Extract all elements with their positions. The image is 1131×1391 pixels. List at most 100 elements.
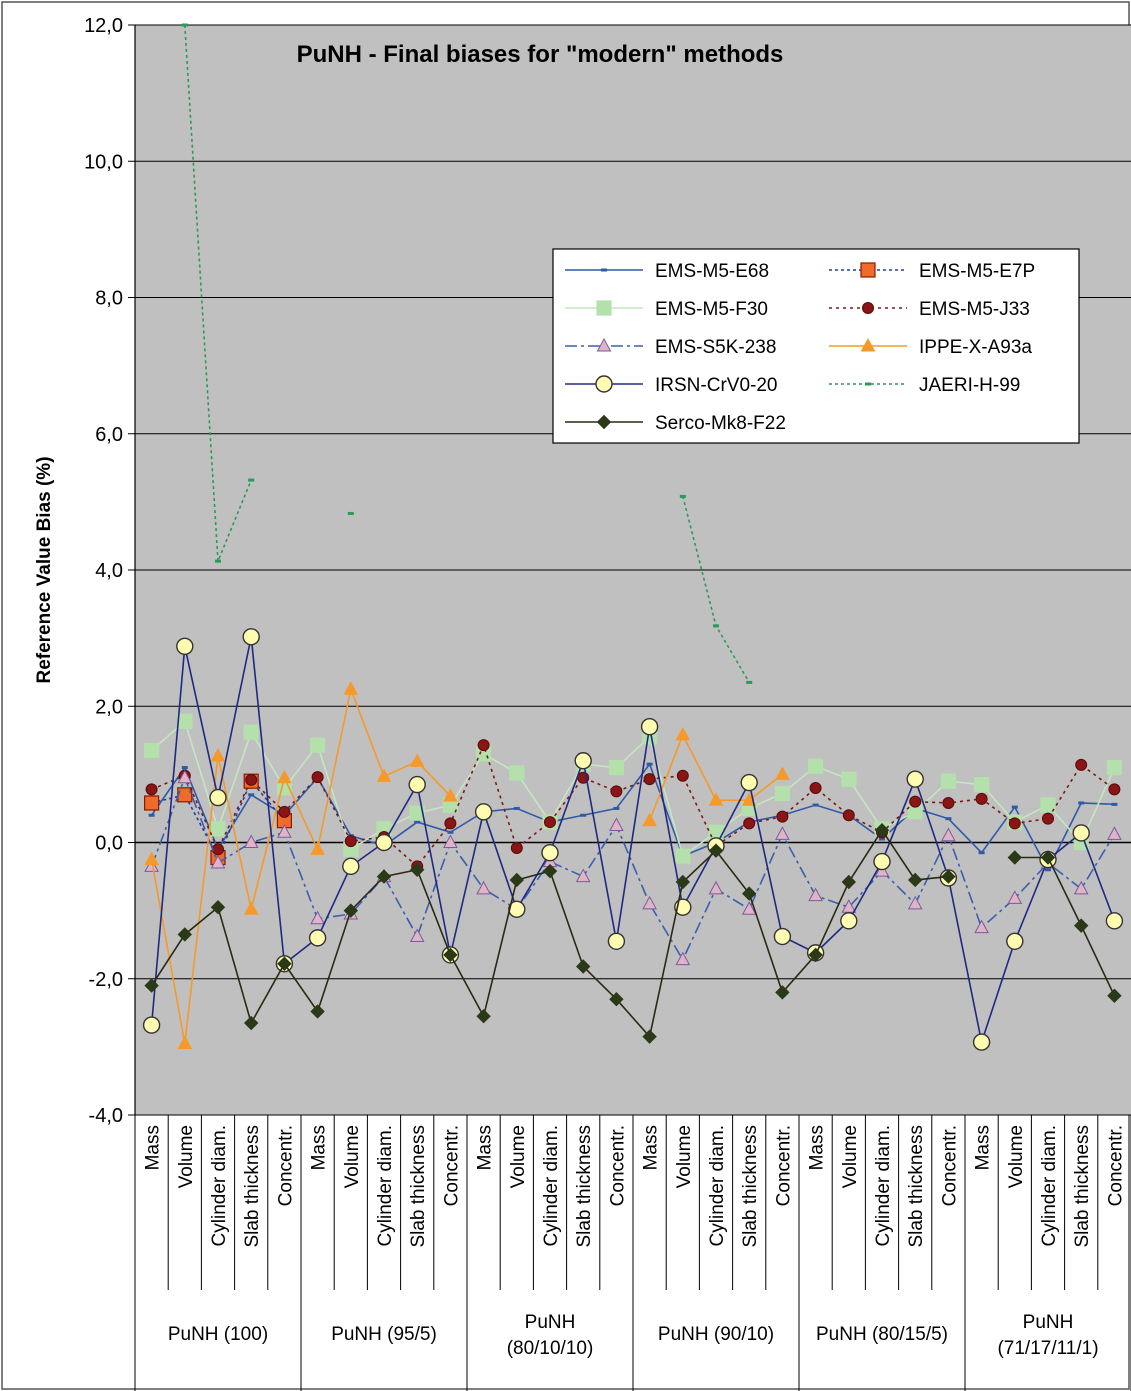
x-category-label: Cylinder diam. — [541, 1125, 562, 1246]
legend-label: EMS-M5-F30 — [655, 299, 768, 320]
data-point — [1007, 850, 1023, 865]
data-point — [278, 805, 291, 818]
data-point — [542, 863, 558, 879]
data-point — [513, 806, 520, 810]
data-point — [144, 851, 159, 866]
x-group-label: PuNH (80/15/5) — [816, 1324, 948, 1345]
data-point — [607, 932, 626, 950]
x-category-label: Slab thickness — [906, 1125, 927, 1248]
data-point — [177, 769, 193, 784]
data-point — [510, 841, 523, 854]
data-point — [609, 817, 624, 831]
data-point — [376, 869, 392, 884]
y-axis-label: Reference Value Bias (%) — [34, 456, 55, 683]
data-point — [841, 874, 857, 890]
data-point — [743, 817, 756, 830]
data-point — [741, 901, 757, 915]
data-point — [595, 375, 613, 393]
data-point — [675, 874, 691, 890]
data-point — [841, 771, 857, 787]
x-group-label: PuNH (71/17/11/1) — [997, 1312, 1098, 1359]
data-point — [277, 956, 292, 971]
data-point — [242, 628, 260, 646]
data-point — [708, 843, 724, 858]
data-point — [177, 1035, 193, 1049]
data-point — [144, 858, 159, 872]
data-point — [708, 880, 724, 895]
data-point — [177, 927, 193, 942]
data-point — [945, 817, 952, 821]
data-point — [409, 805, 425, 821]
data-point — [642, 812, 657, 827]
data-point — [907, 895, 923, 910]
data-point — [1008, 817, 1021, 830]
legend-item: EMS-S5K-238 — [565, 337, 776, 358]
data-point — [243, 724, 259, 740]
data-point — [1075, 758, 1088, 771]
x-group-label: PuNH (90/10) — [658, 1324, 774, 1345]
series-line — [1014, 856, 1116, 997]
data-point — [277, 824, 292, 838]
data-point — [740, 773, 758, 792]
data-point — [544, 816, 556, 829]
data-point — [973, 776, 990, 793]
data-point — [1106, 759, 1123, 776]
legend: EMS-M5-E68 EMS-M5-E7P EMS-M5-F30 EMS-M5-J33… — [552, 248, 1080, 444]
series-irsn-crv0-20 — [142, 628, 1124, 1051]
data-point — [807, 758, 824, 774]
data-point — [1073, 880, 1089, 895]
legend-label: Serco-Mk8-F22 — [655, 413, 786, 434]
data-point — [874, 823, 890, 838]
x-group-label: PuNH (80/10/10) — [507, 1312, 594, 1359]
series-line — [150, 762, 1115, 872]
data-point — [1107, 988, 1122, 1003]
data-point — [974, 919, 989, 934]
data-point — [443, 834, 458, 848]
legend-label: IPPE-X-A93a — [919, 337, 1032, 358]
data-point — [176, 637, 194, 655]
data-point — [907, 872, 923, 888]
data-point — [775, 826, 790, 840]
data-point — [643, 773, 656, 786]
data-point — [508, 900, 526, 918]
data-point — [243, 1015, 259, 1031]
data-point — [210, 747, 226, 762]
data-point — [741, 886, 757, 901]
data-point — [862, 302, 874, 314]
data-point — [580, 813, 587, 817]
data-point — [601, 268, 607, 272]
data-point — [1078, 801, 1085, 805]
data-point — [713, 624, 719, 628]
data-point — [177, 713, 193, 729]
legend-item: JAERI-H-99 — [829, 375, 1020, 396]
data-point — [347, 511, 354, 515]
legend-label: EMS-M5-E7P — [919, 261, 1035, 282]
data-point — [210, 854, 226, 869]
data-point — [1105, 912, 1124, 930]
data-point — [596, 414, 612, 430]
data-point — [1011, 805, 1018, 809]
data-point — [840, 912, 858, 930]
data-point — [310, 841, 325, 855]
data-point — [679, 494, 686, 498]
data-point — [642, 1029, 657, 1044]
data-point — [842, 809, 855, 822]
data-point — [1073, 918, 1089, 933]
x-category-label: Concentr. — [275, 1125, 296, 1206]
series-line — [150, 775, 1116, 962]
data-point — [940, 773, 957, 789]
data-point — [310, 910, 325, 925]
legend-label: JAERI-H-99 — [919, 375, 1020, 396]
data-point — [1072, 824, 1090, 842]
data-point — [808, 887, 823, 902]
y-tick-label: 2,0 — [95, 696, 123, 718]
data-point — [509, 765, 525, 781]
data-point — [342, 857, 360, 876]
data-point — [865, 382, 871, 386]
x-category-label: Mass — [807, 1125, 828, 1170]
data-point — [443, 947, 458, 963]
data-point — [775, 985, 790, 1000]
x-category-label: Mass — [475, 1125, 496, 1170]
data-point — [444, 817, 457, 830]
data-point — [376, 768, 392, 782]
